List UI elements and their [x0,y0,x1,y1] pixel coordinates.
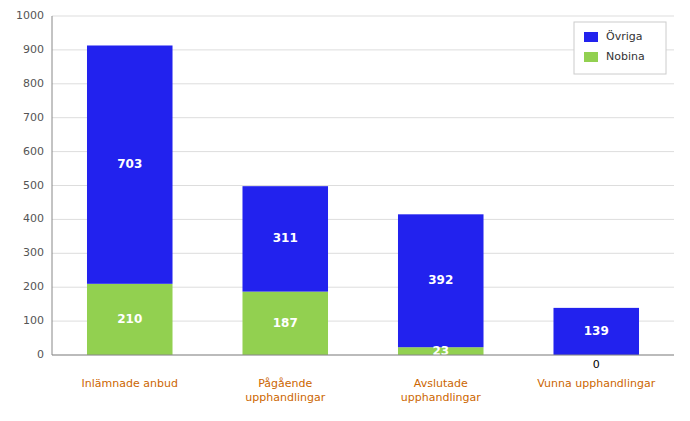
grid-line [52,355,674,356]
x-tick-label: Vunna upphandlingar [537,377,655,390]
y-tick-label: 900 [23,43,44,56]
bar-segment [242,186,328,291]
data-label: 23 [432,344,449,358]
bar-segment [553,308,639,355]
data-label: 139 [584,324,609,338]
y-tick-label: 400 [23,212,44,225]
chart: 0 100 200 300 400 500 600 700 800 900 1000 210 703 18… [0,0,690,421]
x-tick-label: Avslutadeupphandlingar [401,377,481,404]
y-axis-ticks: 0 100 200 300 400 500 600 700 800 900 1000 [16,9,44,361]
y-tick-label: 1000 [16,9,44,22]
bar-segment [242,292,328,355]
bar-segment [398,214,484,347]
y-tick-label: 0 [37,348,44,361]
data-label: 392 [428,273,453,287]
legend: Övriga Nobina [574,22,666,74]
y-axis-line [52,16,53,355]
x-axis-line [52,355,674,356]
data-label: 187 [273,316,298,330]
y-tick-label: 500 [23,179,44,192]
x-tick-label: Inlämnade anbud [82,377,178,390]
legend-swatch [584,52,598,62]
bar-segment [87,45,173,283]
y-tick-label: 700 [23,111,44,124]
data-label: 0 [593,358,600,371]
legend-frame [574,22,666,74]
y-tick-label: 800 [23,77,44,90]
data-label: 703 [117,157,142,171]
legend-label: Övriga [606,30,642,43]
chart-container: 0 100 200 300 400 500 600 700 800 900 1000 210 703 18… [0,0,690,421]
bar-segment [87,284,173,355]
legend-swatch [584,32,598,42]
y-tick-label: 200 [23,280,44,293]
data-label: 311 [273,231,298,245]
data-labels: 210 703 187 311 23 392 0 139 [117,157,609,371]
y-tick-label: 300 [23,246,44,259]
grid-line [52,16,674,17]
x-tick-label: Pågåendeupphandlingar [245,377,325,404]
legend-label: Nobina [606,50,645,63]
grid [52,16,674,355]
data-label: 210 [117,312,142,326]
y-tick-label: 600 [23,145,44,158]
bars [87,45,639,355]
x-axis-ticks: Inlämnade anbud Pågåendeupphandlingar Avsl… [82,377,656,404]
y-tick-label: 100 [23,314,44,327]
